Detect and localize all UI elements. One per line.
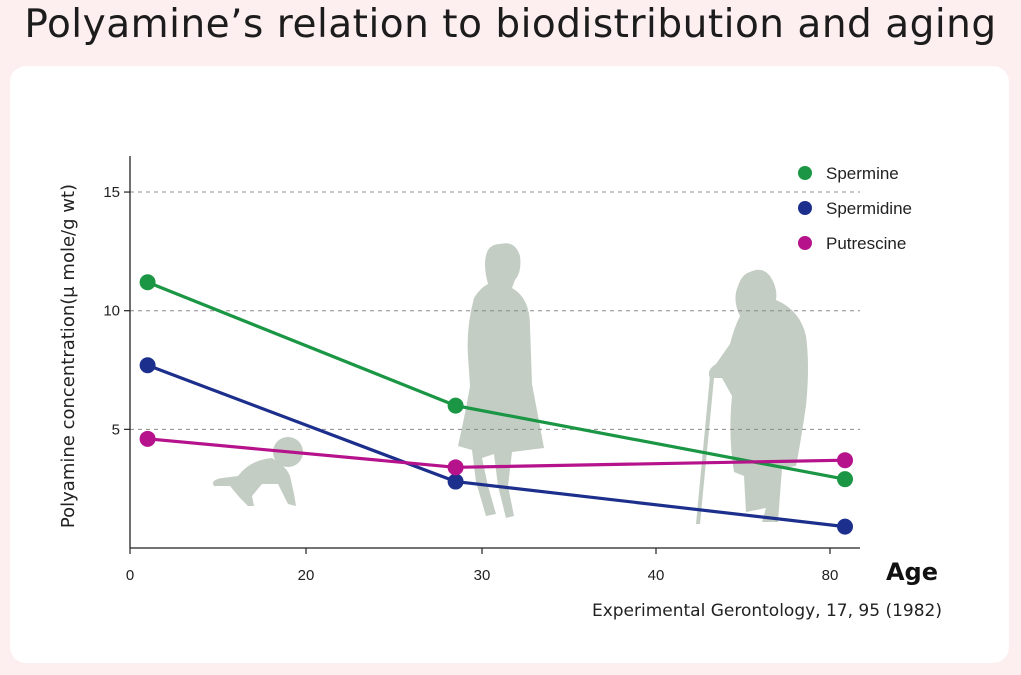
silhouettes xyxy=(213,243,808,524)
spermidine-point xyxy=(447,473,464,490)
spermidine-point xyxy=(139,357,156,374)
x-tick-label: 20 xyxy=(298,567,315,584)
legend-label-putrescine: Putrescine xyxy=(826,234,906,253)
y-tick-label: 15 xyxy=(103,184,120,201)
source-citation: Experimental Gerontology, 17, 95 (1982) xyxy=(592,601,942,621)
y-axis-label: Polyamine concentration(μ mole/g wt) xyxy=(58,184,79,528)
series-layer xyxy=(139,274,853,535)
y-tick-label: 5 xyxy=(112,421,120,438)
woman-standing-icon xyxy=(458,243,544,518)
x-tick-label: 0 xyxy=(126,567,134,584)
legend: Spermine Spermidine Putrescine xyxy=(798,164,912,253)
legend-swatch-putrescine xyxy=(798,236,812,250)
spermidine-point xyxy=(837,518,853,535)
elderly-woman-with-cane-icon xyxy=(696,269,808,524)
legend-label-spermidine: Spermidine xyxy=(826,199,912,218)
legend-swatch-spermidine xyxy=(798,201,812,215)
putrescine-point xyxy=(447,459,464,476)
x-tick-label: 30 xyxy=(474,567,491,584)
legend-swatch-spermine xyxy=(798,166,812,180)
spermine-point xyxy=(139,274,156,291)
line-chart: 5 10 15 0 20 30 40 80 Spermine Spermidine Putresc… xyxy=(58,156,942,621)
legend-label-spermine: Spermine xyxy=(826,164,899,183)
y-tick-label: 10 xyxy=(103,303,120,320)
putrescine-point xyxy=(837,452,853,469)
spermine-point xyxy=(447,397,464,414)
gridlines xyxy=(130,191,860,430)
axes: 5 10 15 0 20 30 40 80 xyxy=(103,156,860,584)
chart-card: 5 10 15 0 20 30 40 80 Spermine Spermidine Putresc… xyxy=(10,66,1009,663)
spermine-point xyxy=(837,471,853,488)
putrescine-point xyxy=(139,430,156,447)
page-title: Polyamine’s relation to biodistribution … xyxy=(24,2,997,47)
x-tick-label: 40 xyxy=(648,567,665,584)
x-axis-label: Age xyxy=(886,558,938,586)
x-tick-label: 80 xyxy=(822,567,839,584)
